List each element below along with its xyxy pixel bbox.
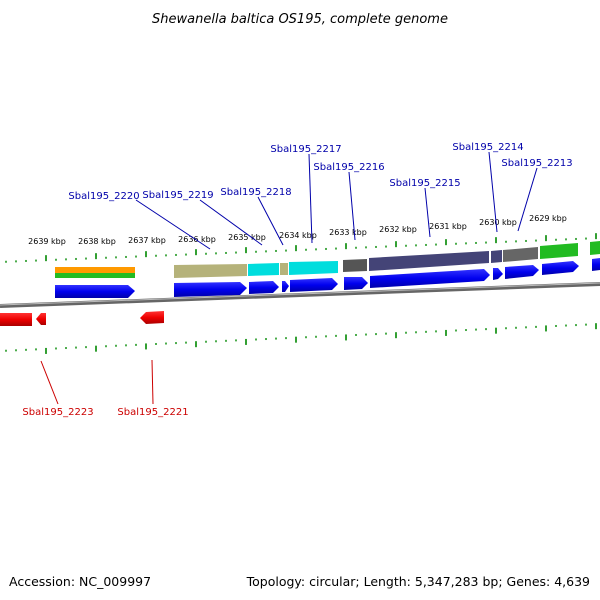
kbp-scale-labels: 2639 kbp 2638 kbp 2637 kbp 2636 kbp 2635… xyxy=(28,214,567,246)
gene-arrow-forward[interactable] xyxy=(249,281,279,294)
gene-arrow-forward[interactable] xyxy=(493,268,503,280)
leader-line xyxy=(348,171,356,241)
gene-label[interactable]: Sbal195_2214 xyxy=(452,142,523,153)
gene-arrow-forward[interactable] xyxy=(55,285,135,298)
kbp-label: 2639 kbp xyxy=(28,237,66,246)
gene-label[interactable]: Sbal195_2218 xyxy=(220,187,291,198)
forward-gene-labels: Sbal195_2220 Sbal195_2219 Sbal195_2218 S… xyxy=(68,142,573,250)
gene-label[interactable]: Sbal195_2219 xyxy=(142,190,213,201)
kbp-label: 2632 kbp xyxy=(379,225,417,234)
leader-line xyxy=(424,187,431,238)
feature-bar-cyan-2 xyxy=(289,261,338,275)
feature-bar-olive xyxy=(174,264,247,278)
kbp-label: 2638 kbp xyxy=(78,237,116,246)
gene-arrow-reverse[interactable] xyxy=(0,313,32,326)
gene-label[interactable]: Sbal195_2217 xyxy=(270,144,341,155)
feature-bar-slate-small xyxy=(491,250,502,263)
kbp-label: 2629 kbp xyxy=(529,214,567,223)
gene-arrow-forward[interactable] xyxy=(290,278,338,292)
gene-label[interactable]: Sbal195_2213 xyxy=(501,158,572,169)
feature-bar-green-2 xyxy=(540,243,578,259)
gene-arrow-forward[interactable] xyxy=(174,282,247,297)
genome-summary-text: Topology: circular; Length: 5,347,283 bp… xyxy=(246,574,590,589)
gene-label[interactable]: Sbal195_2223 xyxy=(22,407,93,418)
feature-bar-green-3 xyxy=(590,241,600,255)
leader-line xyxy=(151,359,154,405)
gene-label[interactable]: Sbal195_2220 xyxy=(68,191,139,202)
feature-bars xyxy=(55,241,600,278)
upper-tick-row xyxy=(5,233,597,263)
gene-label[interactable]: Sbal195_2221 xyxy=(117,407,188,418)
kbp-label: 2635 kbp xyxy=(228,233,266,242)
reverse-genes xyxy=(0,311,164,326)
gene-arrow-forward[interactable] xyxy=(282,281,289,292)
leader-line xyxy=(199,199,263,246)
reverse-gene-labels: Sbal195_2223 Sbal195_2221 xyxy=(22,359,189,418)
kbp-label: 2637 kbp xyxy=(128,236,166,245)
gene-arrow-forward[interactable] xyxy=(344,277,368,290)
leader-line xyxy=(308,153,313,244)
feature-bar-orange xyxy=(55,267,135,273)
gene-arrow-forward[interactable] xyxy=(542,261,579,275)
kbp-label: 2630 kbp xyxy=(479,218,517,227)
kbp-label: 2633 kbp xyxy=(329,228,367,237)
lower-tick-row xyxy=(5,323,597,354)
feature-bar-cyan xyxy=(248,263,279,276)
leader-line xyxy=(517,167,538,232)
leader-line xyxy=(488,151,498,233)
feature-bar-olive-small xyxy=(280,263,288,275)
kbp-label: 2634 kbp xyxy=(279,231,317,240)
gene-arrow-forward[interactable] xyxy=(592,258,600,271)
gene-arrow-reverse[interactable] xyxy=(140,311,164,324)
map-title: Shewanella baltica OS195, complete genom… xyxy=(152,12,448,27)
feature-bar-gray-2 xyxy=(503,247,538,262)
leader-line xyxy=(135,199,211,250)
gene-arrow-reverse[interactable] xyxy=(36,313,46,325)
kbp-label: 2636 kbp xyxy=(178,235,216,244)
accession-text: Accession: NC_009997 xyxy=(9,574,151,589)
feature-bar-slate xyxy=(369,251,489,271)
gene-label[interactable]: Sbal195_2216 xyxy=(313,162,384,173)
genome-backbone-highlight xyxy=(0,282,600,306)
kbp-label: 2631 kbp xyxy=(429,222,467,231)
feature-bar-green xyxy=(55,273,135,278)
feature-bar-gray xyxy=(343,259,367,272)
leader-line xyxy=(40,360,59,405)
leader-line xyxy=(257,196,284,246)
forward-genes xyxy=(55,258,600,298)
gene-arrow-forward[interactable] xyxy=(370,269,490,288)
gene-arrow-forward[interactable] xyxy=(505,265,539,279)
genome-backbone xyxy=(0,282,600,308)
gene-label[interactable]: Sbal195_2215 xyxy=(389,178,460,189)
